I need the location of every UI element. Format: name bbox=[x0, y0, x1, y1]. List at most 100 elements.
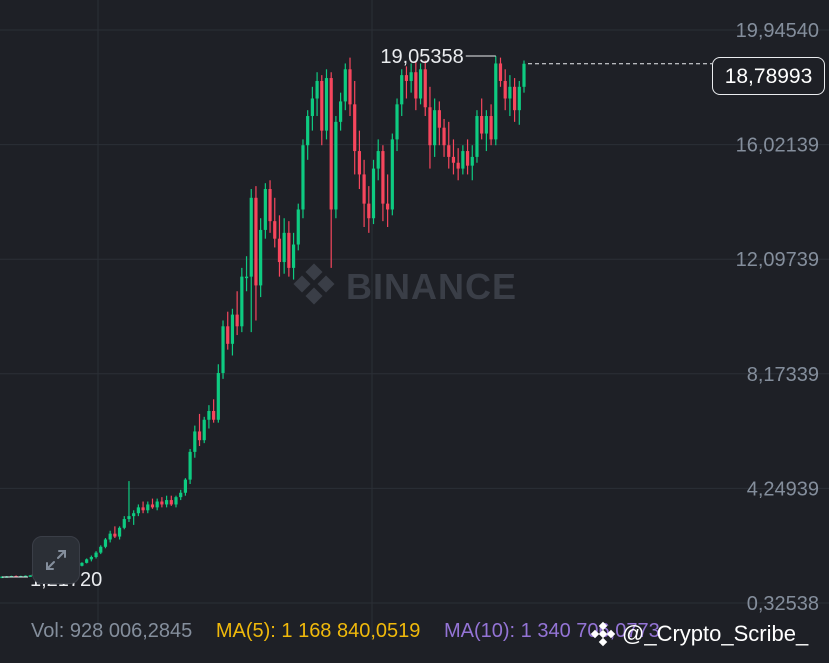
candle-body bbox=[348, 69, 352, 105]
candle bbox=[221, 320, 225, 379]
candle bbox=[277, 215, 282, 277]
candle bbox=[353, 80, 357, 175]
binance-watermark: BINANCE bbox=[293, 263, 516, 307]
expand-button[interactable] bbox=[32, 536, 80, 584]
candle-body bbox=[207, 410, 211, 420]
candle bbox=[108, 530, 112, 543]
candle-body bbox=[484, 116, 488, 134]
candle-body bbox=[183, 479, 188, 493]
candle bbox=[480, 98, 484, 140]
candle-body bbox=[259, 229, 263, 286]
candle bbox=[428, 86, 432, 169]
candle-body bbox=[522, 63, 526, 87]
indicator-bar: Vol: 928 006,2845 MA(5): 1 168 840,0519 … bbox=[31, 620, 678, 643]
candle bbox=[334, 116, 338, 219]
candle bbox=[188, 448, 192, 485]
candle-body bbox=[103, 539, 108, 547]
candle-body bbox=[334, 121, 338, 210]
candle-body bbox=[188, 451, 192, 480]
candle bbox=[470, 145, 474, 181]
candle-body bbox=[489, 116, 493, 140]
candle-body bbox=[498, 63, 503, 81]
y-tick-label: 12,09739 bbox=[736, 249, 819, 271]
candle-body bbox=[376, 151, 380, 169]
candle-body bbox=[362, 174, 366, 204]
candle-body bbox=[442, 127, 446, 146]
candle-body bbox=[89, 557, 93, 560]
candle-body bbox=[226, 326, 230, 344]
candle-body bbox=[0, 576, 4, 579]
candle bbox=[447, 121, 451, 169]
candle-body bbox=[136, 507, 140, 514]
candle bbox=[409, 63, 413, 93]
candle bbox=[390, 133, 394, 216]
candle-body bbox=[404, 75, 409, 81]
candle bbox=[94, 551, 98, 559]
candle bbox=[273, 197, 277, 248]
candle-body bbox=[343, 69, 347, 102]
candle-body bbox=[179, 492, 183, 498]
candle bbox=[381, 145, 385, 222]
candle bbox=[291, 232, 296, 280]
candle-body bbox=[475, 116, 479, 157]
candle bbox=[263, 183, 267, 239]
candle-body bbox=[480, 116, 484, 134]
candle-body bbox=[28, 575, 32, 577]
candle bbox=[512, 78, 517, 122]
candle-body bbox=[113, 533, 117, 537]
candle bbox=[169, 495, 173, 506]
candle-body bbox=[108, 533, 112, 540]
candle-body bbox=[338, 101, 343, 122]
candle-body bbox=[390, 139, 394, 210]
candle bbox=[193, 425, 197, 458]
candle bbox=[475, 110, 479, 163]
candle-body bbox=[301, 145, 305, 210]
candle bbox=[414, 60, 418, 111]
author-credit: @_Crypto_Scribe_ bbox=[590, 621, 808, 647]
candle bbox=[343, 63, 347, 111]
y-tick-label: 4,24939 bbox=[747, 478, 819, 500]
candle bbox=[132, 510, 136, 525]
candle bbox=[99, 545, 103, 555]
y-axis: 19,94540 16,02139 12,09739 8,17339 4,24939 0,… bbox=[736, 20, 819, 615]
candle bbox=[235, 291, 239, 336]
candle-body bbox=[268, 189, 272, 222]
candle-body bbox=[381, 151, 385, 204]
candle bbox=[212, 399, 216, 423]
candle bbox=[465, 139, 470, 175]
candle bbox=[296, 203, 300, 251]
volume-label: Vol: 928 006,2845 bbox=[31, 620, 193, 642]
candle-body bbox=[202, 419, 206, 441]
candle bbox=[89, 555, 93, 562]
candle bbox=[202, 416, 206, 444]
candle bbox=[324, 69, 329, 140]
candle-body bbox=[400, 75, 404, 105]
candle-body bbox=[306, 116, 310, 146]
candle-body bbox=[437, 110, 441, 128]
binance-logo-icon bbox=[293, 263, 335, 305]
candle bbox=[489, 104, 493, 146]
candle-body bbox=[494, 63, 498, 140]
y-tick-label: 8,17339 bbox=[747, 364, 819, 386]
candle bbox=[423, 60, 427, 117]
candle-body bbox=[310, 98, 314, 117]
candle-body bbox=[240, 276, 244, 327]
candle bbox=[103, 538, 108, 549]
candle-body bbox=[465, 151, 470, 166]
candle bbox=[122, 516, 126, 530]
candle bbox=[371, 159, 376, 225]
candle-body bbox=[287, 232, 291, 268]
candle-body bbox=[146, 504, 150, 511]
candle bbox=[517, 80, 521, 125]
candle bbox=[301, 139, 305, 219]
candle bbox=[141, 501, 145, 514]
candle-body bbox=[235, 314, 239, 327]
candle-body bbox=[212, 410, 216, 420]
candle bbox=[136, 504, 140, 517]
candle bbox=[150, 498, 155, 509]
candle bbox=[494, 56, 498, 146]
candle bbox=[155, 498, 159, 511]
candle-body bbox=[395, 104, 399, 140]
